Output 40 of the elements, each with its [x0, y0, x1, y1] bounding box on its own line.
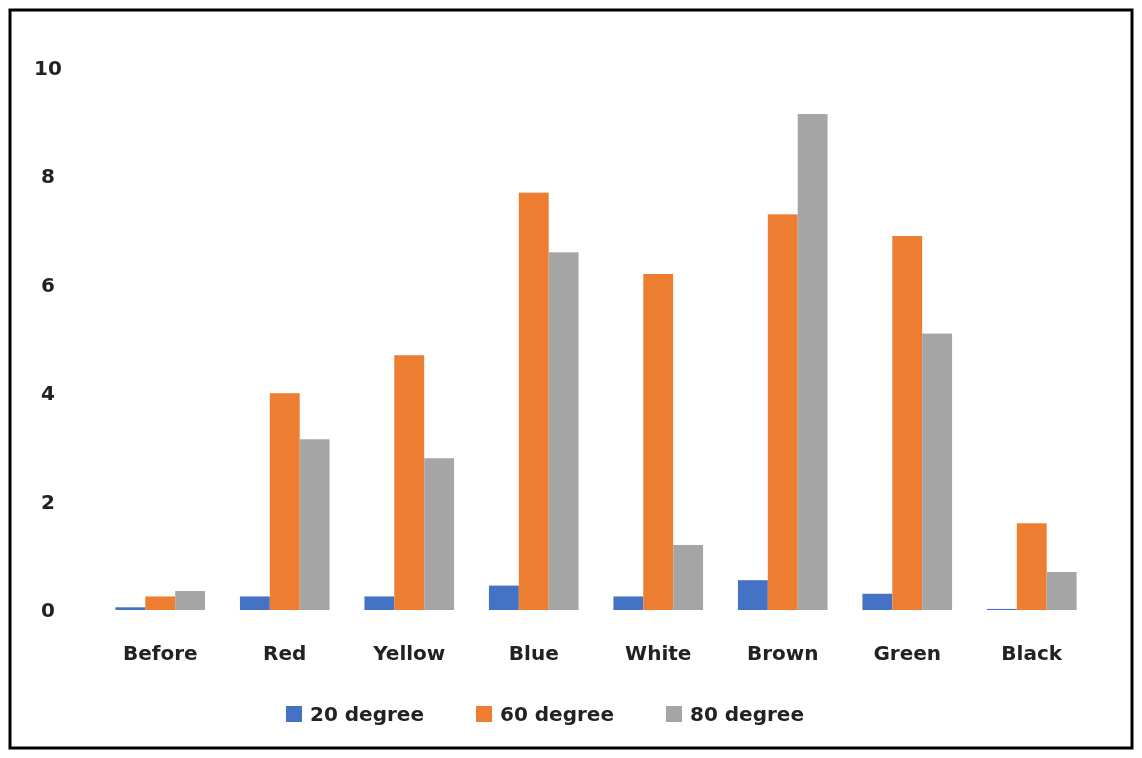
x-tick-label: White [625, 641, 692, 665]
x-tick-label: Red [263, 641, 307, 665]
y-tick-label: 4 [41, 381, 55, 406]
x-tick-label: Black [1001, 641, 1063, 665]
bar [488, 585, 519, 610]
bar [643, 273, 674, 610]
legend-label: 20 degree [310, 702, 424, 726]
x-tick-label: Green [873, 641, 942, 665]
x-tick-label: Blue [508, 641, 559, 665]
y-tick-label: 8 [41, 164, 55, 189]
bar [1016, 523, 1047, 610]
bar [518, 192, 549, 610]
y-tick-label: 0 [41, 598, 55, 622]
bar [239, 596, 270, 610]
bar [673, 544, 704, 610]
legend-label: 80 degree [690, 702, 804, 726]
bar [548, 252, 579, 610]
bar [364, 596, 395, 610]
bar [424, 458, 455, 610]
bar [299, 439, 330, 610]
bar [737, 580, 768, 610]
bar [922, 333, 953, 610]
bar [862, 593, 893, 610]
bar [394, 355, 425, 610]
x-tick-label: Yellow [372, 641, 446, 665]
bar [115, 607, 146, 610]
y-tick-label: 2 [41, 489, 55, 514]
bar [145, 596, 176, 610]
bar [269, 393, 300, 610]
bar [613, 596, 644, 610]
bar [175, 591, 206, 610]
y-tick-label: 6 [41, 272, 55, 297]
bar [1046, 572, 1077, 610]
x-tick-label: Brown [746, 641, 819, 665]
bar [767, 214, 798, 610]
x-tick-label: Before [122, 641, 198, 665]
legend-label: 60 degree [500, 702, 614, 726]
y-tick-label: 10 [34, 56, 62, 80]
bar [892, 236, 923, 610]
bar [797, 114, 828, 610]
